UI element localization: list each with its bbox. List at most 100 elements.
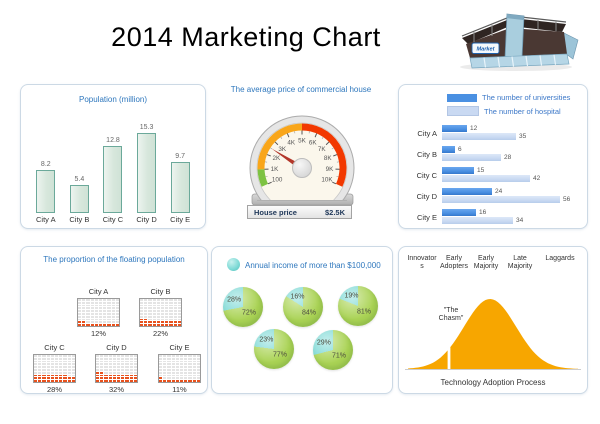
waffle-cell	[167, 374, 171, 377]
hbar-value-label: 42	[533, 175, 541, 182]
waffle-cell-filled	[82, 321, 86, 324]
waffle-percent-label: 28%	[46, 385, 62, 394]
waffle-cell	[99, 299, 103, 301]
waffle-cell	[71, 357, 75, 360]
income-pie: 16% 84%	[283, 287, 323, 327]
waffle-cell	[115, 312, 119, 315]
waffle-cell	[129, 357, 133, 360]
waffle-cell	[163, 366, 167, 368]
waffle-cell	[90, 312, 94, 315]
hbar-row-label: City C	[416, 170, 437, 180]
waffle-cell	[163, 377, 167, 380]
waffle-cell-filled	[111, 324, 115, 326]
waffle-cell	[184, 357, 188, 360]
waffle-cell	[180, 366, 184, 368]
waffle-cell	[121, 360, 125, 363]
waffle-cell	[156, 304, 160, 307]
waffle-cell	[156, 299, 160, 301]
waffle-cell	[86, 304, 90, 307]
waffle-cell	[196, 355, 200, 357]
waffle-cell-filled	[50, 377, 54, 380]
waffle-cell	[59, 360, 63, 363]
waffle-cell	[59, 363, 63, 366]
waffle-cell	[152, 312, 156, 315]
waffle-cell-filled	[100, 371, 104, 374]
waffle-cell-filled	[34, 374, 38, 377]
waffle-cell-filled	[144, 324, 148, 326]
waffle-cell-filled	[34, 377, 38, 380]
waffle-cell-filled	[100, 380, 104, 382]
waffle-cell	[86, 315, 90, 318]
waffle-cell	[167, 371, 171, 374]
waffle-cell	[177, 310, 181, 312]
waffle-cell	[55, 357, 59, 360]
gauge-hub	[292, 158, 312, 178]
universities-bar	[442, 209, 476, 216]
waffle-cell-filled	[196, 380, 200, 382]
hbar-chart: City A 12 35 City B 6 28 City C 15 42 City D 24 56 C…	[405, 125, 581, 230]
waffle-cell-filled	[171, 380, 175, 382]
waffle-cell	[169, 310, 173, 312]
gauge-tick-label: 9K	[326, 166, 335, 173]
waffle-cell-filled	[129, 374, 133, 377]
waffle-cell-filled	[167, 380, 171, 382]
waffle-cell	[67, 371, 71, 374]
waffle-cell	[165, 318, 169, 321]
waffle-cell	[184, 368, 188, 371]
waffle-cell	[107, 299, 111, 301]
waffle-cell	[67, 366, 71, 368]
waffle-cell	[78, 315, 82, 318]
waffle-cell	[115, 310, 119, 312]
waffle-title: The proportion of the floating populatio…	[43, 255, 185, 264]
waffle-cell	[71, 360, 75, 363]
waffle-cell	[159, 357, 163, 360]
waffle-cell	[55, 355, 59, 357]
waffle-cell	[188, 357, 192, 360]
waffle-cell	[171, 355, 175, 357]
waffle-cell	[169, 307, 173, 310]
population-title: Population (million)	[78, 95, 148, 104]
waffle-cell	[82, 304, 86, 307]
waffle-city-label: City C	[44, 343, 65, 352]
waffle-cell	[82, 310, 86, 312]
waffle-cell-filled	[173, 324, 177, 326]
major-tick	[332, 181, 337, 185]
waffle-cell-filled	[112, 374, 116, 377]
waffle-cell-filled	[148, 321, 152, 324]
chasm-gap	[447, 347, 451, 369]
waffle-cell	[90, 307, 94, 310]
waffle-cell	[192, 366, 196, 368]
hospital-bar	[442, 217, 513, 224]
waffle-cell-filled	[104, 380, 108, 382]
waffle-cell	[175, 363, 179, 366]
waffle-cell	[163, 371, 167, 374]
waffle-cell-filled	[94, 324, 98, 326]
market-sign-label: Market	[476, 47, 495, 53]
waffle-cell	[125, 360, 129, 363]
waffle-cell-filled	[108, 377, 112, 380]
waffle-cell	[67, 357, 71, 360]
waffle-cell	[38, 363, 42, 366]
waffle-cell	[188, 377, 192, 380]
waffle-cell	[148, 307, 152, 310]
waffle-cell	[46, 355, 50, 357]
waffle-cell	[148, 312, 152, 315]
waffle-cell-filled	[125, 374, 129, 377]
waffle-cell	[115, 304, 119, 307]
waffle-cell-filled	[117, 380, 121, 382]
waffle-cell	[161, 318, 165, 321]
population-bar-group: 5.4 City B	[65, 176, 93, 225]
waffle-cell	[196, 357, 200, 360]
waffle-cell	[184, 355, 188, 357]
gauge-zone	[257, 169, 269, 187]
waffle-cell	[67, 360, 71, 363]
waffle-cell	[167, 360, 171, 363]
waffle-percent-label: 22%	[152, 329, 168, 338]
pie-highlight-label: 23%	[259, 336, 274, 344]
waffle-cell-filled	[177, 321, 181, 324]
waffle-cell-filled	[59, 374, 63, 377]
waffle-cell	[99, 312, 103, 315]
waffle-cell	[175, 374, 179, 377]
waffle-cell	[171, 363, 175, 366]
